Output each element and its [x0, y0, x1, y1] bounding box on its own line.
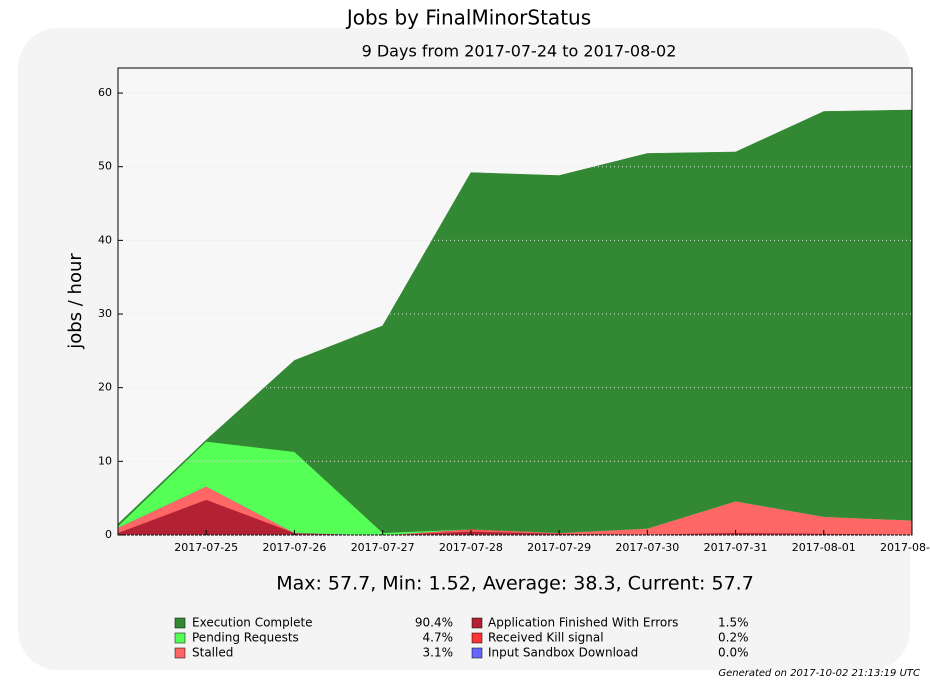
x-tick-label: 2017-07-29	[527, 541, 591, 554]
legend-share: 0.2%	[718, 631, 749, 645]
chart-title: Jobs by FinalMinorStatus	[345, 6, 591, 30]
y-tick-label: 50	[98, 160, 112, 173]
legend-swatch	[471, 632, 483, 644]
x-tick-label: 2017-07-25	[174, 541, 238, 554]
y-axis-label: jobs / hour	[65, 253, 86, 350]
legend-share: 4.7%	[423, 631, 454, 645]
legend-label: Application Finished With Errors	[488, 616, 678, 630]
legend-swatch	[174, 647, 186, 659]
legend-swatch	[174, 617, 186, 629]
legend-share: 3.1%	[423, 646, 454, 660]
legend-share: 0.0%	[718, 646, 749, 660]
x-tick-label: 2017-07-30	[615, 541, 679, 554]
y-tick-label: 10	[98, 454, 112, 467]
x-tick-label: 2017-07-27	[351, 541, 415, 554]
y-tick-label: 0	[105, 528, 112, 541]
legend-swatch	[471, 617, 483, 629]
legend-share: 1.5%	[718, 616, 749, 630]
legend-swatch	[471, 647, 483, 659]
summary: Max: 57.7, Min: 1.52, Average: 38.3, Cur…	[276, 573, 754, 595]
y-tick-label: 40	[98, 233, 112, 246]
areas	[117, 109, 913, 536]
y-tick-label: 20	[98, 381, 112, 394]
y-tick-label: 60	[98, 86, 112, 99]
legend-swatch	[174, 632, 186, 644]
chart-subtitle: 9 Days from 2017-07-24 to 2017-08-02	[362, 42, 677, 61]
x-tick-label: 2017-07-28	[439, 541, 503, 554]
legend-label: Stalled	[192, 646, 233, 660]
legend-label: Input Sandbox Download	[488, 646, 638, 660]
x-tick-label: 2017-07-26	[262, 541, 326, 554]
x-tick-label: 2017-07-31	[704, 541, 768, 554]
legend-label: Execution Complete	[192, 616, 313, 630]
legend-label: Received Kill signal	[488, 631, 604, 645]
legend-share: 90.4%	[415, 616, 453, 630]
x-tick-label: 2017-08-01	[792, 541, 856, 554]
y-tick-label: 30	[98, 307, 112, 320]
legend-label: Pending Requests	[192, 631, 299, 645]
x-tick-label: 2017-08-02	[880, 541, 930, 554]
footer: Generated on 2017-10-02 21:13:19 UTC	[718, 668, 920, 679]
